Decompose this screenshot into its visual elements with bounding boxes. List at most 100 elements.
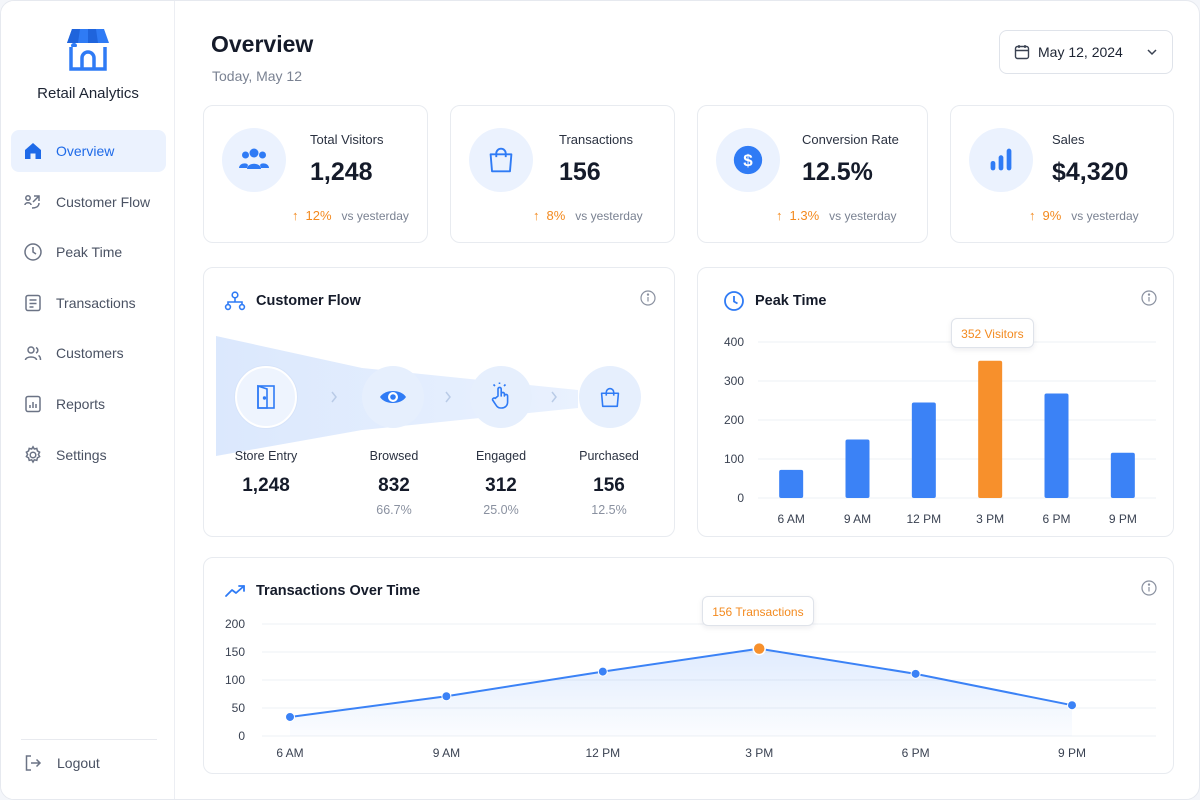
gear-icon (23, 444, 43, 465)
bar (978, 360, 1003, 498)
transactions-over-time-card: Transactions Over Time 0 50 100 150 200 6 AM 9… (203, 557, 1174, 774)
area-fill (290, 648, 1072, 736)
sidebar-item-label: Customers (56, 345, 124, 362)
transactions-over-time-title: Transactions Over Time (224, 580, 420, 602)
data-point (285, 711, 295, 722)
transactions-line-chart: 0 50 100 150 200 6 AM 9 AM 12 PM 3 PM 6 PM 9 PM (225, 617, 1156, 760)
data-point (1067, 700, 1077, 711)
funnel-stage-pct: 25.0% (483, 503, 519, 517)
shopping-bag-icon (469, 128, 533, 192)
sidebar-item-settings[interactable]: Settings (11, 434, 166, 476)
funnel-stage-value: 312 (485, 475, 517, 496)
customer-flow-card: Customer Flow (203, 267, 675, 537)
data-point (441, 691, 452, 702)
stat-change-pct: 12% (305, 208, 332, 223)
y-tick-label: 0 (238, 729, 245, 743)
customer-flow-title: Customer Flow (224, 290, 361, 312)
stat-change-vs: vs yesterday (341, 208, 409, 223)
sidebar-item-overview[interactable]: Overview (11, 130, 166, 172)
y-tick-label: 200 (225, 617, 245, 631)
brand-name: Retail Analytics (37, 85, 139, 102)
chevron-down-icon (1146, 46, 1158, 58)
stat-change-pct: 9% (1042, 208, 1062, 223)
sidebar-item-label: Settings (56, 446, 107, 463)
calendar-icon (1014, 44, 1030, 60)
card-title-text: Peak Time (755, 293, 827, 309)
date-picker-value: May 12, 2024 (1038, 44, 1123, 60)
stat-change: ↑ 8% vs yesterday (533, 208, 643, 223)
stat-change-pct: 8% (546, 208, 566, 223)
pointer-hand-icon (470, 366, 532, 428)
bar (1044, 393, 1069, 498)
stat-change: ↑ 12% vs yesterday (292, 208, 409, 223)
x-tick-label: 9 PM (1109, 512, 1137, 526)
funnel-stage-store-entry: Store Entry 1,248 (216, 449, 316, 497)
stat-card-sales: Sales $4,320 ↑ 9% vs yesterday (950, 105, 1174, 243)
chevron-right-icon (331, 391, 337, 403)
arrow-up-icon: ↑ (776, 208, 783, 223)
peak-time-bar-chart: 0 100 200 300 400 6 AM 9 AM 12 PM 3 PM 6 PM 9 PM (724, 335, 1156, 526)
logout-button[interactable]: Logout (23, 749, 100, 777)
stat-label: Total Visitors (310, 132, 384, 147)
eye-icon (362, 366, 424, 428)
sidebar-item-label: Reports (56, 395, 106, 412)
sidebar-item-label: Transactions (56, 294, 136, 311)
data-point (752, 641, 766, 656)
clock-icon (23, 242, 43, 262)
stat-card-transactions: Transactions 156 ↑ 8% vs yesterday (450, 105, 675, 243)
stat-change-vs: vs yesterday (1071, 208, 1139, 223)
arrow-up-icon: ↑ (292, 208, 299, 223)
stat-label: Transactions (559, 132, 633, 147)
sidebar-item-customers[interactable]: Customers (11, 332, 166, 374)
info-icon[interactable] (1141, 580, 1157, 596)
x-tick-label: 6 PM (902, 746, 930, 760)
date-picker[interactable]: May 12, 2024 (999, 30, 1173, 74)
trend-line-icon (224, 580, 246, 602)
card-title-text: Customer Flow (256, 293, 361, 309)
x-tick-label: 3 PM (745, 746, 773, 760)
funnel-stage-pct: 12.5% (591, 503, 627, 517)
sidebar-item-label: Overview (56, 143, 115, 159)
stat-change-vs: vs yesterday (575, 208, 643, 223)
funnel-stage-value: 1,248 (242, 475, 290, 496)
x-tick-label: 9 PM (1058, 746, 1086, 760)
funnel-stage-purchased: Purchased 156 12.5% (559, 449, 659, 517)
page-title: Overview (211, 31, 314, 57)
stat-value: 1,248 (310, 158, 373, 186)
stat-card-conversion-rate: $ Conversion Rate 12.5% ↑ 1.3% vs yester… (697, 105, 928, 243)
store-logo-icon (67, 29, 109, 71)
funnel-stage-browsed: Browsed 832 66.7% (344, 449, 444, 517)
y-tick-label: 50 (232, 701, 246, 715)
sidebar-item-peak-time[interactable]: Peak Time (11, 231, 166, 273)
info-icon[interactable] (640, 290, 656, 306)
stat-card-total-visitors: Total Visitors 1,248 ↑ 12% vs yesterday (203, 105, 428, 243)
receipt-icon (23, 293, 43, 313)
x-tick-label: 6 AM (777, 512, 804, 526)
dollar-icon: $ (716, 128, 780, 192)
sidebar-item-reports[interactable]: Reports (11, 383, 166, 425)
shopping-bag-icon (579, 366, 641, 428)
customer-flow-icon (23, 192, 43, 212)
stat-change-pct: 1.3% (789, 208, 820, 223)
funnel-stage-label: Engaged (475, 449, 527, 463)
clock-icon (723, 290, 745, 312)
logout-icon (23, 753, 43, 773)
sidebar-item-customer-flow[interactable]: Customer Flow (11, 181, 166, 223)
series-line (289, 647, 1073, 718)
y-tick-label: 300 (724, 374, 744, 388)
y-tick-label: 100 (724, 452, 744, 466)
info-icon[interactable] (1141, 290, 1157, 306)
x-tick-label: 12 PM (585, 746, 620, 760)
customer-flow-icon (224, 290, 246, 312)
bar (911, 402, 936, 498)
sidebar-item-transactions[interactable]: Transactions (11, 282, 166, 324)
home-icon (23, 141, 43, 161)
chevron-right-icon (551, 391, 557, 403)
logout-label: Logout (57, 755, 100, 771)
data-point (910, 668, 921, 679)
stat-label: Conversion Rate (802, 132, 899, 147)
page-subtitle: Today, May 12 (212, 68, 303, 84)
x-tick-label: 6 AM (276, 746, 303, 760)
users-icon (23, 343, 43, 363)
